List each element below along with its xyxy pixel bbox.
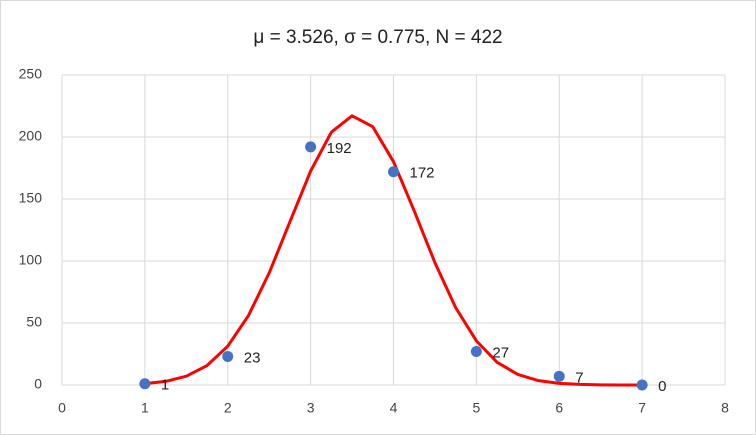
- y-tick-label: 200: [19, 128, 43, 144]
- data-point: [222, 350, 234, 362]
- data-label: 23: [244, 349, 261, 366]
- data-point: [553, 370, 565, 382]
- x-tick-label: 5: [472, 400, 480, 416]
- data-label: 7: [575, 369, 583, 386]
- y-tick-label: 0: [34, 376, 42, 392]
- x-tick-label: 3: [307, 400, 315, 416]
- x-tick-label: 6: [555, 400, 563, 416]
- x-tick-label: 2: [224, 400, 232, 416]
- fit-curve: [144, 114, 643, 387]
- data-point: [636, 379, 648, 391]
- data-label: 27: [492, 344, 509, 361]
- x-tick-label: 1: [141, 400, 149, 416]
- y-tick-label: 250: [19, 66, 43, 82]
- data-label: 1: [161, 377, 169, 394]
- data-label: 192: [327, 140, 352, 157]
- data-label: 0: [658, 378, 666, 395]
- x-tick-label: 0: [58, 400, 66, 416]
- x-tick-label: 8: [721, 400, 729, 416]
- y-tick-label: 100: [19, 252, 43, 268]
- chart-title: μ = 3.526, σ = 0.775, N = 422: [253, 27, 502, 48]
- x-tick-label: 7: [638, 400, 646, 416]
- y-tick-label: 50: [26, 314, 42, 330]
- x-tick-label: 4: [390, 400, 398, 416]
- data-point: [388, 166, 399, 178]
- y-tick-label: 150: [19, 190, 43, 206]
- data-point: [305, 141, 317, 153]
- data-point: [139, 378, 151, 390]
- data-label: 172: [410, 165, 435, 182]
- data-point: [470, 346, 482, 358]
